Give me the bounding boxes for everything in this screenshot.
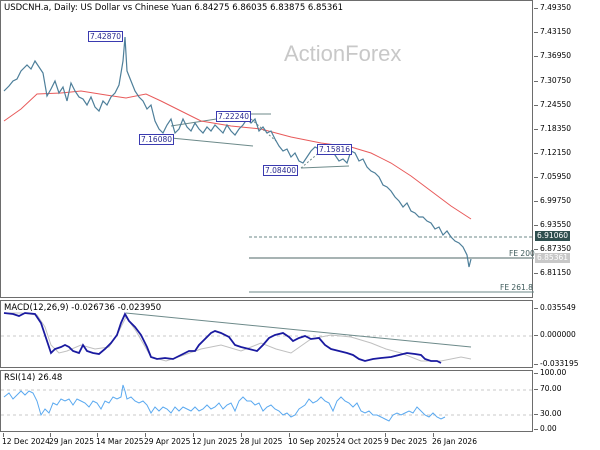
level-price-tag: 6.91060 [535,231,571,241]
date-tick: 26 Jan 2026 [432,437,477,446]
price-tick: 7.05950 [540,172,572,181]
macd-title: MACD(12,26,9) -0.026736 -0.023950 [4,303,162,313]
price-tick: 7.24550 [540,100,572,109]
date-tick: 29 Apr 2025 [144,437,191,446]
time-axis: 12 Dec 2024 29 Jan 2025 14 Mar 2025 29 A… [0,433,533,450]
fe2618-label: FE 261.8 [500,283,533,292]
macd-axis: 0.035549 0.000000 -0.033195 [534,300,600,368]
date-tick: 10 Sep 2025 [288,437,336,446]
rsi-tick: 30.00 [540,409,562,418]
macd-tick: 0.035549 [540,303,576,312]
rsi-tick: 100.00 [540,368,567,377]
rsi-panel[interactable]: RSI(14) 26.48 [0,370,534,432]
date-tick: 29 Jan 2025 [49,437,94,446]
date-tick: 12 Dec 2024 [2,437,50,446]
price-tick: 7.30750 [540,76,572,85]
price-axis: 7.49350 7.43150 7.36950 7.30750 7.24550 … [534,0,600,298]
rsi-tick: 0.00 [540,424,557,433]
pivot-label-715: 7.15816 [317,144,353,155]
macd-panel[interactable]: MACD(12,26,9) -0.026736 -0.023950 [0,300,534,368]
price-tick: 7.36950 [540,51,572,60]
date-tick: 9 Dec 2025 [384,437,428,446]
price-tick: 6.93550 [540,220,572,229]
price-tick: 6.99750 [540,196,572,205]
current-price-tag: 6.85361 [535,253,571,263]
date-tick: 24 Oct 2025 [336,437,383,446]
fe200-label: FE 200 [509,249,535,258]
date-tick: 12 Jun 2025 [192,437,238,446]
resistance-label-722: 7.22240 [216,111,252,122]
price-tick: 6.87350 [540,244,572,253]
macd-tick: -0.033195 [540,359,579,368]
rsi-axis: 100.00 70.00 30.00 0.00 [534,368,600,433]
price-tick: 7.12150 [540,148,572,157]
price-tick: 7.43150 [540,27,572,36]
support-label-716: 7.16080 [139,134,175,145]
watermark: ActionForex [284,41,402,66]
rsi-plot [1,384,534,422]
high-price-label: 7.42870 [88,31,124,42]
price-chart-panel[interactable]: USDCNH.a, Daily: US Dollar vs Chinese Yu… [0,0,535,298]
macd-tick: 0.000000 [540,330,576,339]
price-plot [3,36,534,293]
price-tick: 7.18350 [540,124,572,133]
chart-title: USDCNH.a, Daily: US Dollar vs Chinese Yu… [4,3,344,13]
date-tick: 14 Mar 2025 [96,437,144,446]
rsi-title: RSI(14) 26.48 [4,373,63,383]
support-label-708: 7.08400 [263,165,299,176]
date-tick: 28 Jul 2025 [240,437,283,446]
price-tick: 7.49350 [540,3,572,12]
rsi-tick: 70.00 [540,384,562,393]
price-tick: 6.81150 [540,268,572,277]
macd-plot [1,312,534,364]
